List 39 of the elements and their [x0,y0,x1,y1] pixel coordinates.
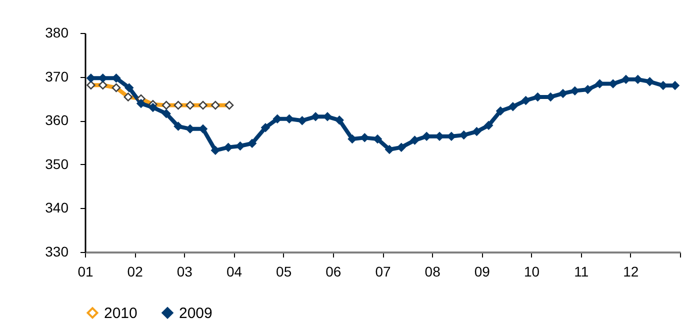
x-tick-label: 05 [276,264,292,280]
x-tick-label: 08 [424,264,441,280]
point [496,106,505,116]
point [261,123,270,132]
y-tick-label: 380 [45,24,69,40]
point [570,86,580,96]
point [558,89,568,98]
point [224,142,233,152]
y-tick-label: 370 [45,68,69,84]
x-tick-label: 04 [226,264,242,280]
point [484,121,493,130]
x-tick-label: 12 [623,264,639,280]
point [508,102,518,111]
point [248,139,256,148]
x-tick-label: 03 [176,264,193,280]
x-tick-label: 10 [524,264,540,280]
point [472,127,482,136]
x-tick-label: 06 [326,264,342,280]
legend-label: 2009 [179,304,212,322]
x-tick-label: 11 [574,264,589,280]
y-tick-label: 360 [45,112,69,128]
point [174,122,183,131]
x-tick-label: 09 [474,264,490,280]
y-tick-label: 350 [45,156,69,172]
point [521,96,530,105]
point [385,145,394,154]
point [148,103,158,112]
point [410,136,420,145]
x-tick-label: 07 [375,264,391,280]
point [211,146,220,155]
x-tick-label: 01 [78,264,94,280]
legend-label: 2010 [104,304,138,322]
x-tick-label: 02 [127,264,144,280]
point [136,99,146,108]
y-tick-label: 340 [45,200,69,216]
point [335,116,344,125]
point [124,83,134,92]
point [162,109,171,118]
y-tick-label: 330 [45,244,69,260]
